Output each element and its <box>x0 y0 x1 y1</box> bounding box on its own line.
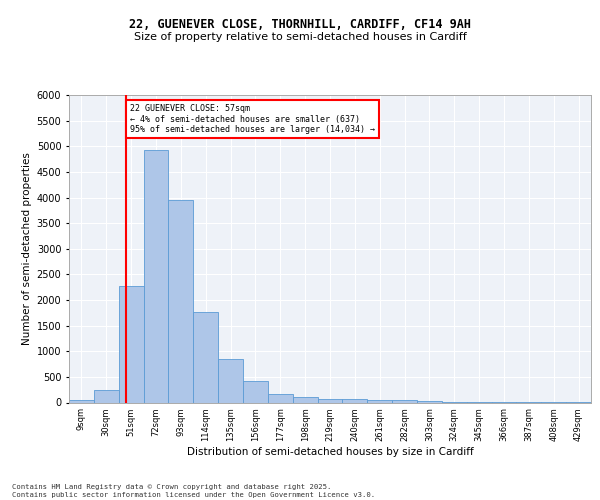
Bar <box>143 150 169 403</box>
X-axis label: Distribution of semi-detached houses by size in Cardiff: Distribution of semi-detached houses by … <box>187 447 473 457</box>
Text: Size of property relative to semi-detached houses in Cardiff: Size of property relative to semi-detach… <box>134 32 466 42</box>
Bar <box>69 400 94 402</box>
Text: 22, GUENEVER CLOSE, THORNHILL, CARDIFF, CF14 9AH: 22, GUENEVER CLOSE, THORNHILL, CARDIFF, … <box>129 18 471 30</box>
Bar <box>392 400 417 402</box>
Bar <box>243 382 268 402</box>
Y-axis label: Number of semi-detached properties: Number of semi-detached properties <box>22 152 32 345</box>
Bar <box>343 399 367 402</box>
Text: 22 GUENEVER CLOSE: 57sqm
← 4% of semi-detached houses are smaller (637)
95% of s: 22 GUENEVER CLOSE: 57sqm ← 4% of semi-de… <box>130 104 375 134</box>
Bar <box>367 400 392 402</box>
Bar <box>193 312 218 402</box>
Bar <box>317 398 343 402</box>
Bar <box>119 286 143 403</box>
Bar <box>218 360 243 403</box>
Bar <box>169 200 193 402</box>
Bar <box>293 397 317 402</box>
Text: Contains HM Land Registry data © Crown copyright and database right 2025.
Contai: Contains HM Land Registry data © Crown c… <box>12 484 375 498</box>
Bar <box>268 394 293 402</box>
Bar <box>94 390 119 402</box>
